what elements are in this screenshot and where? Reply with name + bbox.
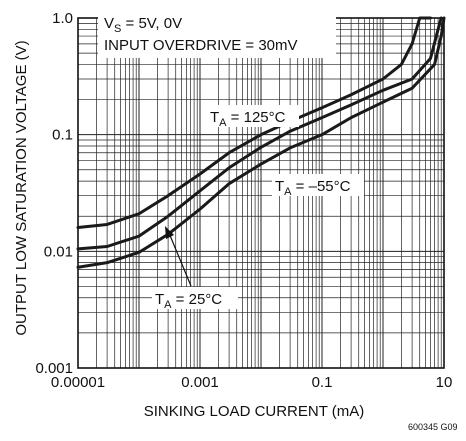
series-line-minus55c <box>76 16 446 269</box>
series-label-minus55c: TA = –55°C <box>275 178 351 198</box>
series-label-125c: TA = 125°C <box>210 109 286 129</box>
x-tick-label: 0.001 <box>181 374 219 391</box>
x-tick-label: 10 <box>436 374 453 391</box>
x-tick-label: 0.00001 <box>51 374 105 391</box>
label-bg-125 <box>207 105 299 127</box>
x-tick-label: 0.1 <box>312 374 333 391</box>
series-line-125c <box>76 16 432 230</box>
x-axis-title: SINKING LOAD CURRENT (mA) <box>144 403 365 420</box>
y-tick-label: 0.01 <box>44 243 73 260</box>
figure-id: 600345 G09 <box>408 422 458 432</box>
label-bg-25 <box>152 287 238 309</box>
supply-condition: VS = 5V, 0V <box>104 15 182 35</box>
label-bg-minus55 <box>272 174 364 196</box>
label-pointer-line <box>168 232 192 287</box>
series-layer <box>76 16 446 269</box>
y-tick-label: 0.1 <box>52 127 73 144</box>
grid-layer <box>77 18 444 369</box>
condition-box <box>98 8 336 58</box>
series-label-25c: TA = 25°C <box>155 291 222 311</box>
series-line-25c <box>76 16 443 251</box>
overdrive-condition: INPUT OVERDRIVE = 30mV <box>104 37 298 54</box>
label-pointer-arrowhead <box>165 226 174 239</box>
y-tick-label: 0.001 <box>35 360 73 377</box>
y-tick-label: 1.0 <box>52 10 73 27</box>
y-axis-title: OUTPUT LOW SATURATION VOLTAGE (V) <box>13 40 30 335</box>
